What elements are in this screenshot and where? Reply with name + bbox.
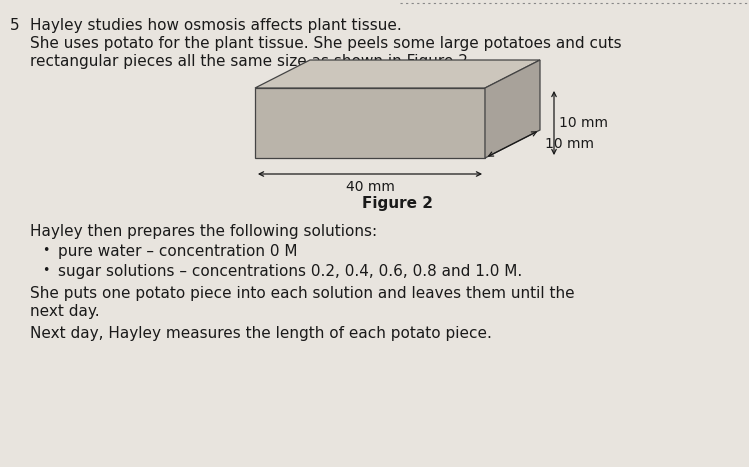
Text: pure water – concentration 0 M: pure water – concentration 0 M: [58, 244, 297, 259]
Text: sugar solutions – concentrations 0.2, 0.4, 0.6, 0.8 and 1.0 M.: sugar solutions – concentrations 0.2, 0.…: [58, 264, 522, 279]
Text: 40 mm: 40 mm: [345, 180, 395, 194]
Text: She uses potato for the plant tissue. She peels some large potatoes and cuts: She uses potato for the plant tissue. Sh…: [30, 36, 622, 51]
Polygon shape: [255, 88, 485, 158]
Text: Hayley studies how osmosis affects plant tissue.: Hayley studies how osmosis affects plant…: [30, 18, 401, 33]
Polygon shape: [485, 60, 540, 158]
Text: Figure 2: Figure 2: [362, 196, 433, 211]
Text: 5: 5: [10, 18, 19, 33]
Text: rectangular pieces all the same size as shown in Figure 2.: rectangular pieces all the same size as …: [30, 54, 473, 69]
Text: 10 mm: 10 mm: [545, 137, 594, 151]
Text: next day.: next day.: [30, 304, 100, 319]
Text: Hayley then prepares the following solutions:: Hayley then prepares the following solut…: [30, 224, 377, 239]
Text: She puts one potato piece into each solution and leaves them until the: She puts one potato piece into each solu…: [30, 286, 574, 301]
Text: Next day, Hayley measures the length of each potato piece.: Next day, Hayley measures the length of …: [30, 326, 492, 341]
Text: •: •: [42, 244, 49, 257]
Text: •: •: [42, 264, 49, 277]
Text: 10 mm: 10 mm: [559, 116, 608, 130]
Polygon shape: [255, 60, 540, 88]
